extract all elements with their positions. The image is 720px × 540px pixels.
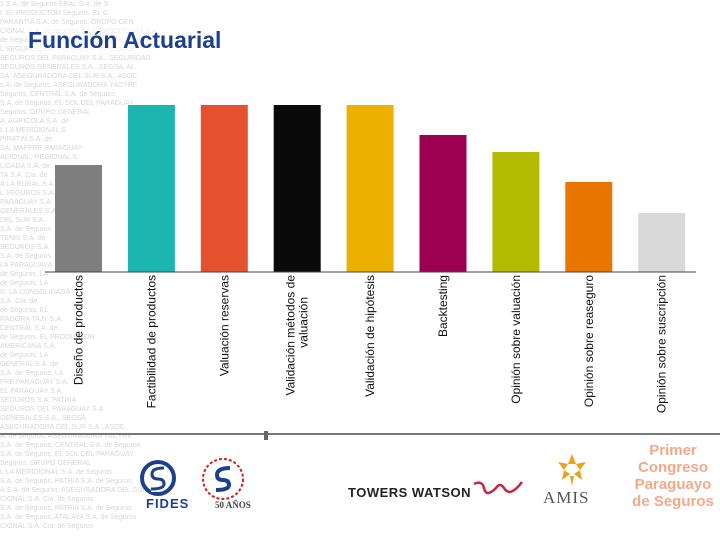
towers-watson-swoosh-icon <box>473 481 523 495</box>
background-text-line: SEGUROS DEL PARAGUAY S.A., SEGURIDAD <box>0 55 151 62</box>
background-text-line: L SEGUROS S.A. <box>0 190 56 197</box>
category-label-9: Opinión sobre suscripción <box>655 275 669 413</box>
background-text-line: Seguros, GRUPO GENERAL <box>0 109 92 116</box>
background-text-line: de Seguros, LA <box>0 352 49 359</box>
background-text-line: ASEGURADORA DEL SUR S.A., ASOC <box>0 424 125 431</box>
background-text-line: S.A. de Seguros, PATRIA S.A. de Seguros <box>0 505 132 512</box>
towers-watson-logo: TOWERS WATSON <box>348 485 472 500</box>
background-text-line: SA, MAPFRE PARAGUAY <box>0 145 83 152</box>
congreso-line-1: Primer <box>649 442 697 459</box>
bar-8 <box>565 182 613 272</box>
bar-2 <box>127 105 175 272</box>
category-label-1: Diseño de productos <box>72 275 86 385</box>
background-text-line: L EL PRODUCTOR Seguros, EL C <box>0 10 109 17</box>
background-text-line: CIONAL S.A. Cia. de Seguros <box>0 496 94 503</box>
background-text-line: LA PARAGUAYA <box>0 262 53 269</box>
category-label-4: Validación métodos devaluación <box>284 275 311 396</box>
background-text-line: Seguros, CENTRAL S.A. de Seguros <box>0 91 116 98</box>
background-text-line: EL PARAGUAY S.A. <box>0 388 64 395</box>
fifty-years-seal <box>202 458 244 500</box>
category-label-3: Valuación reservas <box>217 275 231 376</box>
background-text-line: A LA RURAL S.A. <box>0 181 55 188</box>
category-label-7: Opinión sobre valuación <box>509 275 523 404</box>
background-text-line: FRE PARAGUAY S.A. <box>0 379 69 386</box>
background-text-line: GENERALES S.A. <box>0 208 58 215</box>
background-text-line: S.A. de Seguros <box>0 226 51 233</box>
background-text-line: S.A. de Seguros, CENTRAL S.A. de Seguros <box>0 442 141 449</box>
bar-4 <box>273 105 321 272</box>
background-text-line: S.A. de Seguros, EL SOL DEL PARAGUAY <box>0 100 134 107</box>
background-text-line: PIRATIN S.A. de <box>0 136 52 143</box>
fides-logo-text: FIDES <box>146 496 190 511</box>
amis-logo-text: AMIS <box>543 488 590 507</box>
background-text-line: de Seguros, EL PRODUCTOR <box>0 334 95 341</box>
background-text-line: A. de Seguros, ASEGURADORA YACYRE <box>0 433 133 440</box>
background-text-line: S.A. de Seguros, EL SOL DEL PARAGUAY <box>0 451 134 458</box>
background-text-line: SEGUROS GENERALES S.A., SEGSA, AL <box>0 64 135 71</box>
background-text-line: ACIONAL, REGIONAL S <box>0 154 78 161</box>
bar-1 <box>55 165 102 272</box>
category-label-2: Factibilidad de productos <box>144 275 158 408</box>
background-text-line: TENIS S.A. de <box>0 235 46 242</box>
background-text-line: SA. ASEGURADORA DEL SUR S.A., ASOC <box>0 73 138 80</box>
bar-3 <box>200 105 248 272</box>
background-text-line: GENERALES S.A., SEGSA <box>0 415 86 422</box>
background-text-line: de Seguros, EL <box>0 307 49 314</box>
background-text-line: AMERICANA S.A. <box>0 343 57 350</box>
bar-6 <box>419 135 467 272</box>
background-text-line: A.S.A. de Seguros, ASEGURADORA DEL SUR <box>0 487 148 494</box>
fifty-years-text: 50 AÑOS <box>215 500 251 510</box>
background-text-line: GENERAL S.A. de <box>0 361 59 368</box>
background-text-line: L LA MERIDIONAL S <box>0 127 66 134</box>
congreso-line-2: Congreso <box>637 459 708 476</box>
amis-logo-icon <box>558 454 586 486</box>
bar-5 <box>346 105 394 272</box>
page-title: Función Actuarial <box>28 27 222 54</box>
background-text-line: PARANTIA S.A. de Seguros, GRUPO GEN <box>0 19 134 26</box>
background-text-line: A. AGRICOLA S.A. de <box>0 118 69 125</box>
background-text-line: Seguros, GRUPO GENERAL <box>0 460 92 467</box>
congreso-line-4: de Seguros <box>632 493 714 510</box>
background-company-text: 1 S.A. de Seguros ERAL S.A. de S L EL PRO… <box>0 0 165 540</box>
background-text-line: S.A. de Seguros, ATALAYA S.A. de Seguros <box>0 514 137 521</box>
background-text-line: S.A. de Seguros <box>0 253 51 260</box>
bar-7 <box>492 152 540 272</box>
congreso-logo: Primer Congreso Paraguayo de Seguros <box>628 442 718 510</box>
footer-divider <box>0 433 720 435</box>
background-text-line: s.A. de Seguros, ASEGURADORA YACYRE <box>0 82 138 89</box>
congreso-line-3: Paraguayo <box>634 476 712 493</box>
background-text-line: TA S.A. Cia. de <box>0 172 48 179</box>
background-text-line: S.A. de Seguros, PATRIA S.A. de Seguros <box>0 478 132 485</box>
fides-logo <box>140 460 176 496</box>
background-text-line: RADORA TAJY S.A. <box>0 316 64 323</box>
category-label-8: Opinión sobre reaseguro <box>582 275 596 407</box>
background-text-line: DEL SUR S.A. <box>0 217 46 224</box>
background-text-line: de Seguros, LA <box>0 271 49 278</box>
bar-9 <box>638 213 686 272</box>
background-text-line: de Seguros, LA <box>0 280 49 287</box>
background-text-line: PARAGUAY S.A. <box>0 199 53 206</box>
background-text-line: SEGUROS S.A. PATRIA <box>0 397 77 404</box>
category-label-5: Validación de hipótesis <box>363 275 377 397</box>
divider-marker <box>264 431 268 440</box>
background-text-line: CENTRAL S.A. de <box>0 325 58 332</box>
background-text-line: S.A. Cia. de <box>0 298 38 305</box>
background-text-line: 1 S.A. de Seguros ERAL S.A. de S <box>0 1 109 8</box>
background-text-line: R. LA CONSOLIDADA <box>0 289 71 296</box>
background-text-line: SEGUROS DEL PARAGUAY S.A. <box>0 406 106 413</box>
background-text-line: S.A. de Seguros, LA <box>0 370 64 377</box>
category-label-6: Backtesting <box>436 275 450 337</box>
background-text-line: SEGUROS S.A. <box>0 244 51 251</box>
background-text-line: CIONAL S.A. Cia. de Seguros <box>0 523 94 530</box>
background-text-line: L LA MERIDIONAL S.A. de Seguros <box>0 469 112 476</box>
background-text-line: LIDADA S.A. de <box>0 163 50 170</box>
